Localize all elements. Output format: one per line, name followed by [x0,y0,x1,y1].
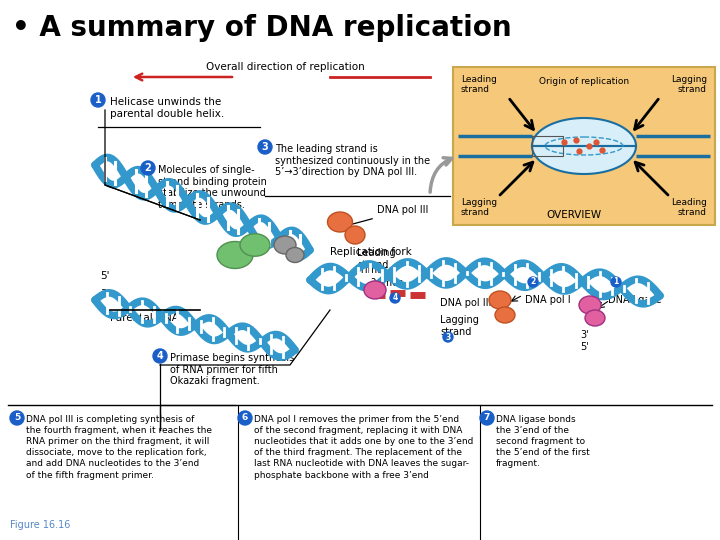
Text: 6: 6 [242,414,248,422]
Circle shape [141,161,155,175]
Text: Leading
strand: Leading strand [357,248,395,269]
Text: DNA pol I removes the primer from the 5’end
of the second fragment, replacing it: DNA pol I removes the primer from the 5’… [254,415,473,480]
Text: 2: 2 [531,278,536,287]
Circle shape [10,411,24,425]
Text: Primer: Primer [370,278,402,288]
Circle shape [91,93,105,107]
Text: OVERVIEW: OVERVIEW [546,210,602,220]
Text: 5': 5' [100,271,109,281]
Text: Molecules of single-
strand binding protein
stabilize the unwound
template stran: Molecules of single- strand binding prot… [158,165,267,210]
Text: Origin of replication: Origin of replication [539,77,629,86]
Text: DNA pol III is completing synthesis of
the fourth fragment, when it reaches the
: DNA pol III is completing synthesis of t… [26,415,212,480]
Text: 3': 3' [100,289,109,299]
Ellipse shape [328,212,353,232]
Text: Leading
strand: Leading strand [461,75,497,94]
Circle shape [238,411,252,425]
Ellipse shape [345,226,365,244]
Ellipse shape [585,310,605,326]
Text: • A summary of DNA replication: • A summary of DNA replication [12,14,512,42]
Text: Helicase unwinds the
parental double helix.: Helicase unwinds the parental double hel… [110,97,224,119]
Circle shape [258,140,272,154]
Text: DNA pol I: DNA pol I [525,295,571,305]
Ellipse shape [274,236,296,254]
Text: Primase begins synthesis
of RNA primer for fifth
Okazaki fragment.: Primase begins synthesis of RNA primer f… [170,353,294,386]
Text: 5: 5 [14,414,20,422]
Ellipse shape [579,296,601,314]
Text: The leading strand is
synthesized continuously in the
5’→3’direction by DNA pol : The leading strand is synthesized contin… [275,144,430,177]
Text: Parental DNA: Parental DNA [110,313,179,323]
Text: Lagging
strand: Lagging strand [461,198,497,217]
Text: 4: 4 [157,351,163,361]
Text: Overall direction of replication: Overall direction of replication [206,62,364,72]
Text: 4: 4 [392,294,397,302]
Ellipse shape [217,241,253,268]
Text: 2: 2 [145,163,151,173]
Text: Lagging
strand: Lagging strand [671,75,707,94]
Text: 3: 3 [261,142,269,152]
Ellipse shape [364,281,386,299]
Circle shape [390,293,400,303]
Text: 3: 3 [446,333,451,341]
Circle shape [611,277,621,287]
Text: 1: 1 [94,95,102,105]
Circle shape [480,411,494,425]
Text: DNA pol III: DNA pol III [377,205,428,215]
Text: Leading
strand: Leading strand [671,198,707,217]
Circle shape [528,277,538,287]
Ellipse shape [489,291,511,309]
Text: Figure 16.16: Figure 16.16 [10,520,71,530]
Circle shape [443,332,453,342]
Text: 3': 3' [580,330,589,340]
Text: Replication fork: Replication fork [330,247,412,257]
Text: 5': 5' [580,342,589,352]
Circle shape [153,349,167,363]
Text: Primase: Primase [355,265,395,275]
Ellipse shape [240,234,270,256]
Text: 1: 1 [613,278,618,287]
Text: 7: 7 [484,414,490,422]
Polygon shape [532,118,636,174]
Ellipse shape [495,307,515,323]
Ellipse shape [286,247,304,262]
Text: DNA ligase: DNA ligase [608,295,662,305]
FancyBboxPatch shape [453,67,715,225]
Text: DNA ligase bonds
the 3’end of the
second fragment to
the 5’end of the first
frag: DNA ligase bonds the 3’end of the second… [496,415,590,468]
Text: DNA pol III: DNA pol III [440,298,491,308]
Text: Lagging
strand: Lagging strand [440,315,479,336]
